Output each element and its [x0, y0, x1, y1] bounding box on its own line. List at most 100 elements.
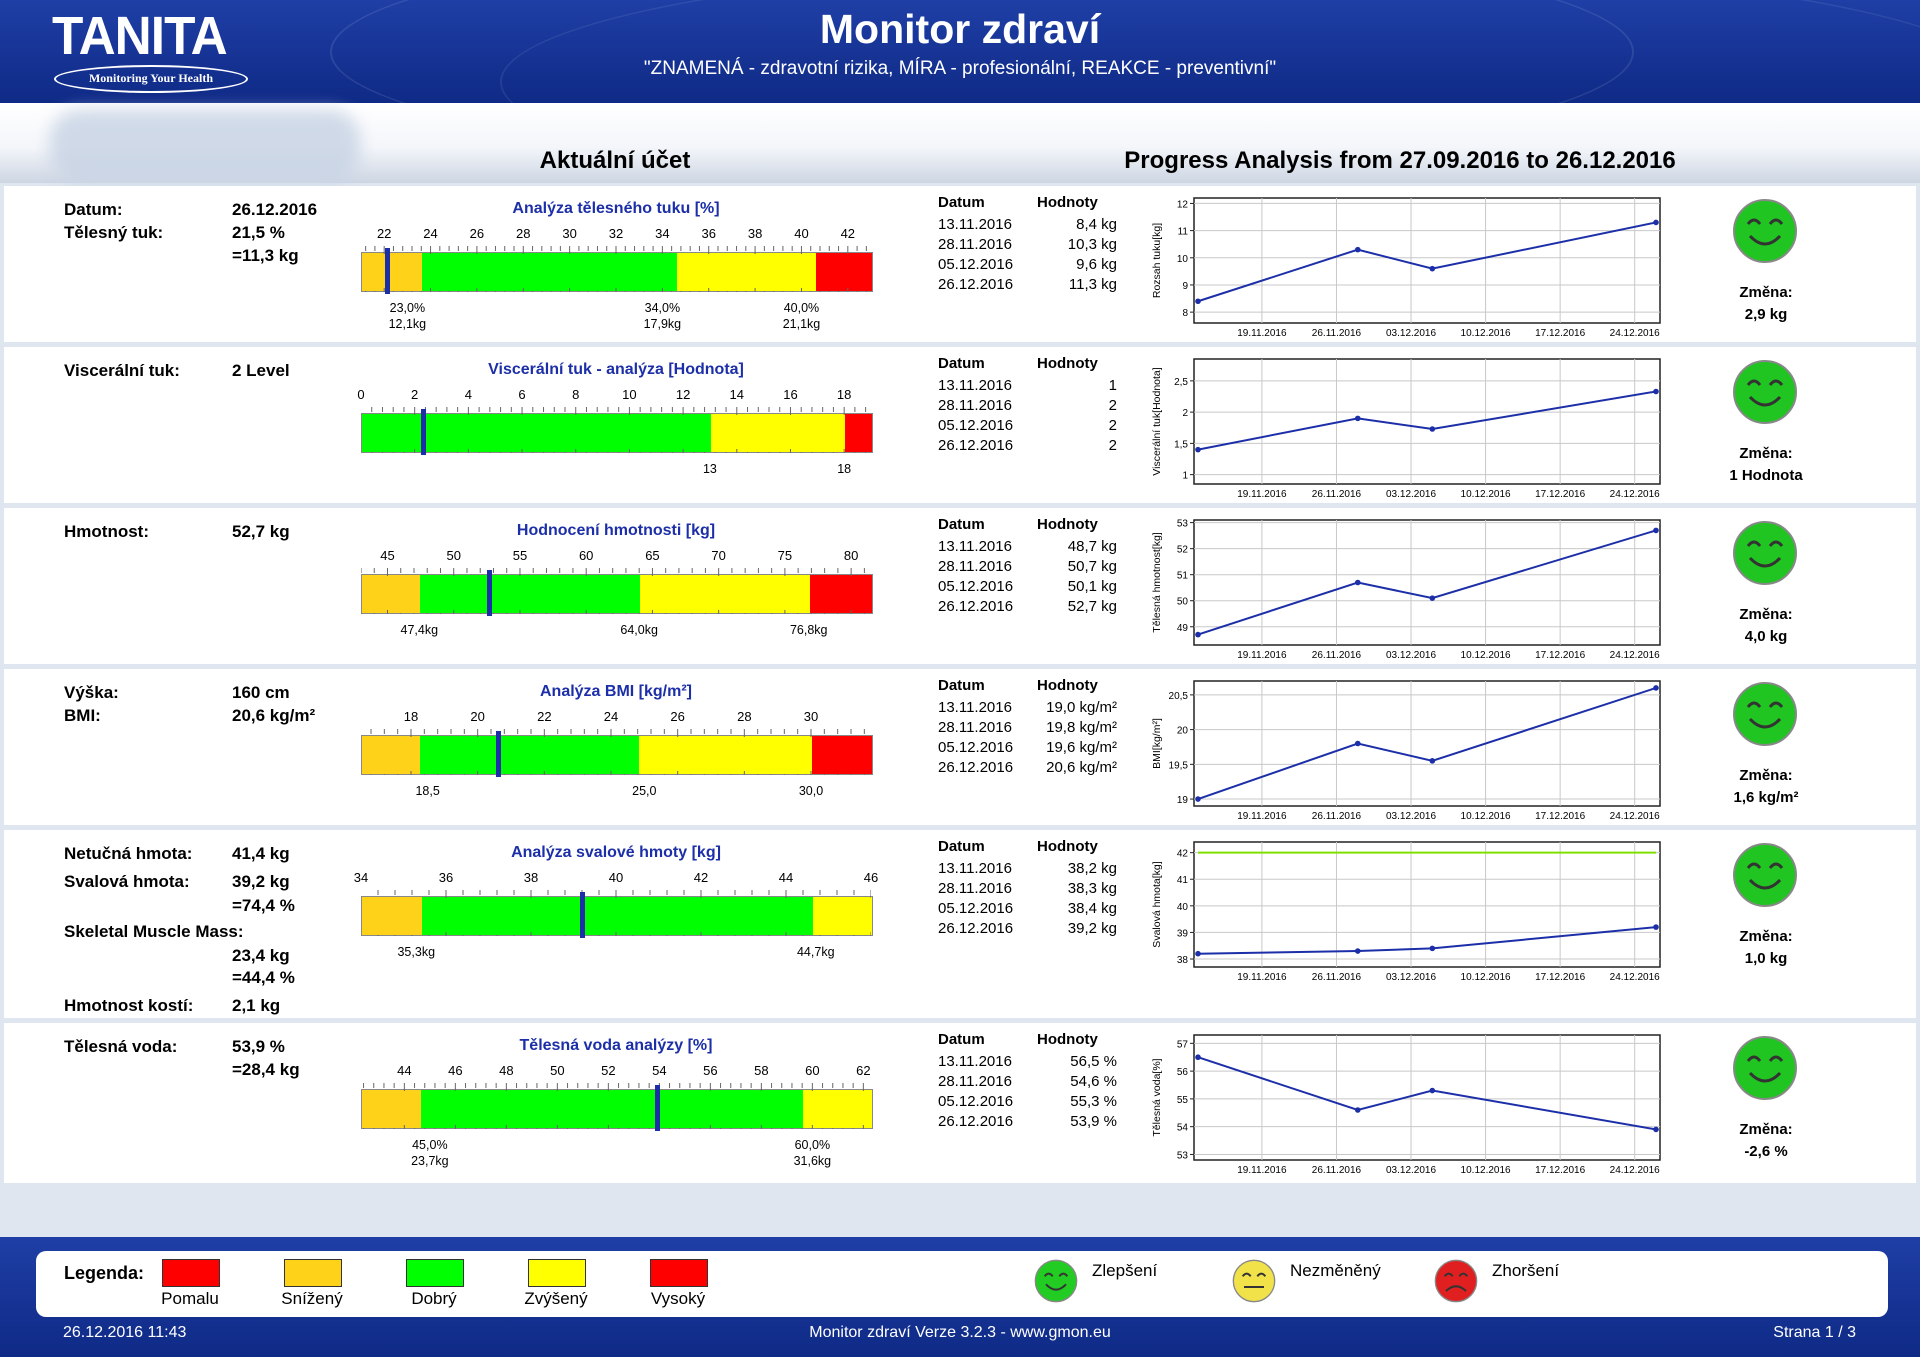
gauge-current-marker: [420, 409, 426, 455]
chart-x-tick-label: 19.11.2016: [1237, 1165, 1287, 1176]
gauge-threshold-label: 45,0% 23,7kg: [411, 1137, 449, 1169]
label-key: Datum:: [64, 200, 123, 219]
table-date: 26.12.2016: [938, 759, 1014, 776]
chart-data-point: [1195, 1054, 1201, 1061]
chart-y-tick-label: 20,5: [1169, 691, 1189, 702]
gauge-tick-label: 30: [803, 709, 819, 724]
table-header-values: Hodnoty: [1037, 355, 1098, 372]
table-date: 05.12.2016: [938, 1093, 1014, 1110]
change-box: Změna: -2,6 %: [1696, 1119, 1836, 1163]
section-bmi: Výška: 160 cm BMI: 20,6 kg/m² Analýza BMI [k…: [4, 669, 1916, 825]
change-value: 2,9 kg: [1744, 306, 1788, 323]
table-value: 2: [1108, 417, 1117, 434]
chart-x-tick-label: 24.12.2016: [1610, 811, 1660, 822]
gauge-band-green: [420, 736, 639, 774]
gauge-title: Viscerální tuk - analýza [Hodnota]: [488, 361, 744, 378]
chart-series-line: [1197, 390, 1657, 451]
chart-data-point: [1195, 631, 1201, 638]
gauge-tick-label: 26: [469, 226, 485, 241]
status-improved-icon: [1732, 520, 1798, 586]
chart-data-point: [1653, 685, 1659, 691]
legend-label: Snížený: [281, 1289, 343, 1308]
gauge-tick-label: 28: [516, 226, 531, 241]
chart-y-tick-label: 19,5: [1169, 760, 1189, 771]
label-value: 21,5 %: [232, 223, 285, 242]
section-fat: Datum: 26.12.2016 Tělesný tuk: 21,5 % =11,3 …: [4, 186, 1916, 342]
change-box: Změna: 1 Hodnota: [1696, 443, 1836, 487]
gauge-tick-label: 16: [783, 387, 798, 402]
gauge-band-red: [809, 575, 872, 613]
label-key: Netučná hmota:: [64, 844, 193, 863]
change-box: Změna: 1,6 kg/m²: [1696, 765, 1836, 809]
chart-y-tick-label: 1: [1182, 471, 1188, 482]
footer-version: Monitor zdraví Verze 3.2.3 - www.gmon.eu: [809, 1324, 1111, 1341]
table-date: 05.12.2016: [938, 417, 1014, 434]
gauge-bar: [361, 735, 873, 775]
smiley-happy-icon: [1733, 1036, 1797, 1100]
gauge-tick-label: 10: [622, 387, 637, 402]
chart-y-tick-label: 10: [1177, 254, 1189, 265]
table-value: 56,5 %: [1070, 1053, 1117, 1070]
change-value: 1 Hodnota: [1729, 467, 1803, 484]
chart-x-tick-label: 03.12.2016: [1386, 1165, 1436, 1176]
smiley-eye: [1768, 1055, 1784, 1062]
smiley-happy-icon: [1733, 360, 1797, 424]
legend-status-label: Nezměněný: [1290, 1261, 1381, 1280]
chart-data-point: [1195, 796, 1201, 802]
chart-y-tick-label: 11: [1178, 227, 1189, 238]
gauge-threshold-label: 40,0% 21,1kg: [783, 300, 821, 332]
label-key: Výška:: [64, 683, 119, 702]
table-value: 38,4 kg: [1067, 900, 1117, 917]
table-value: 10,3 kg: [1067, 236, 1117, 253]
table-date: 05.12.2016: [938, 739, 1014, 756]
gauge-band-orange: [362, 897, 422, 935]
chart-data-point: [1354, 1107, 1361, 1113]
threshold-value: 44,7kg: [796, 945, 835, 959]
smiley-eye: [1746, 701, 1762, 708]
account-heading: Aktuální účet: [539, 147, 691, 174]
chart-data-point: [1429, 595, 1436, 601]
table-date: 28.11.2016: [938, 558, 1012, 575]
smiley-eye: [1746, 862, 1762, 869]
chart-x-tick-label: 24.12.2016: [1610, 972, 1660, 983]
chart-plot-area: [1193, 197, 1661, 324]
chart-x-tick-label: 17.12.2016: [1535, 972, 1585, 983]
gauge-tick-label: 0: [357, 387, 365, 402]
change-box: Změna: 4,0 kg: [1696, 604, 1836, 648]
chart-y-tick-label: 55: [1177, 1095, 1189, 1106]
gauge-threshold-label: 34,0% 17,9kg: [644, 300, 682, 332]
table-header-date: Datum: [938, 355, 985, 372]
gauge-tick-label: 32: [608, 226, 624, 241]
change-value: 1,6 kg/m²: [1733, 789, 1799, 806]
gauge-bar: [361, 252, 873, 292]
table-value: 19,8 kg/m²: [1046, 719, 1117, 736]
label-key: Hmotnost kostí:: [64, 996, 194, 1015]
chart-y-tick-label: 2,5: [1174, 377, 1188, 388]
threshold-weight: 23,7kg: [411, 1154, 449, 1168]
chart-x-tick-label: 26.11.2016: [1312, 1165, 1362, 1176]
gauge-band-orange: [362, 253, 423, 291]
smiley-eye: [1241, 1272, 1252, 1277]
smiley-eye: [1746, 218, 1762, 225]
table-value: 39,2 kg: [1067, 920, 1117, 937]
gauge-band-green: [362, 414, 711, 452]
gauge-title: Hodnocení hmotnosti [kg]: [516, 522, 716, 539]
smiley-mouth: [1748, 878, 1782, 890]
chart-x-tick-label: 10.12.2016: [1461, 972, 1511, 983]
smiley-happy-icon: [1733, 521, 1797, 585]
smiley-mouth: [1045, 1283, 1067, 1291]
gauge-threshold-label: 25,0: [632, 783, 656, 799]
chart-data-point: [1354, 740, 1361, 747]
chart-x-tick-label: 19.11.2016: [1237, 489, 1287, 500]
smiley-mouth: [1748, 395, 1782, 407]
smiley-mouth: [1748, 556, 1782, 568]
chart-x-tick-label: 03.12.2016: [1386, 972, 1436, 983]
gauge-tick-label: 58: [754, 1063, 769, 1078]
gauge-title: Analýza BMI [kg/m²]: [539, 683, 692, 700]
gauge-tick-label: 46: [448, 1063, 463, 1078]
gauge-tick-label: 75: [777, 548, 793, 563]
report-title: Monitor zdraví: [819, 6, 1101, 52]
gauge-tick-label: 54: [652, 1063, 667, 1078]
logo-wordmark: TANITA: [52, 6, 228, 66]
table-date: 05.12.2016: [938, 256, 1014, 273]
